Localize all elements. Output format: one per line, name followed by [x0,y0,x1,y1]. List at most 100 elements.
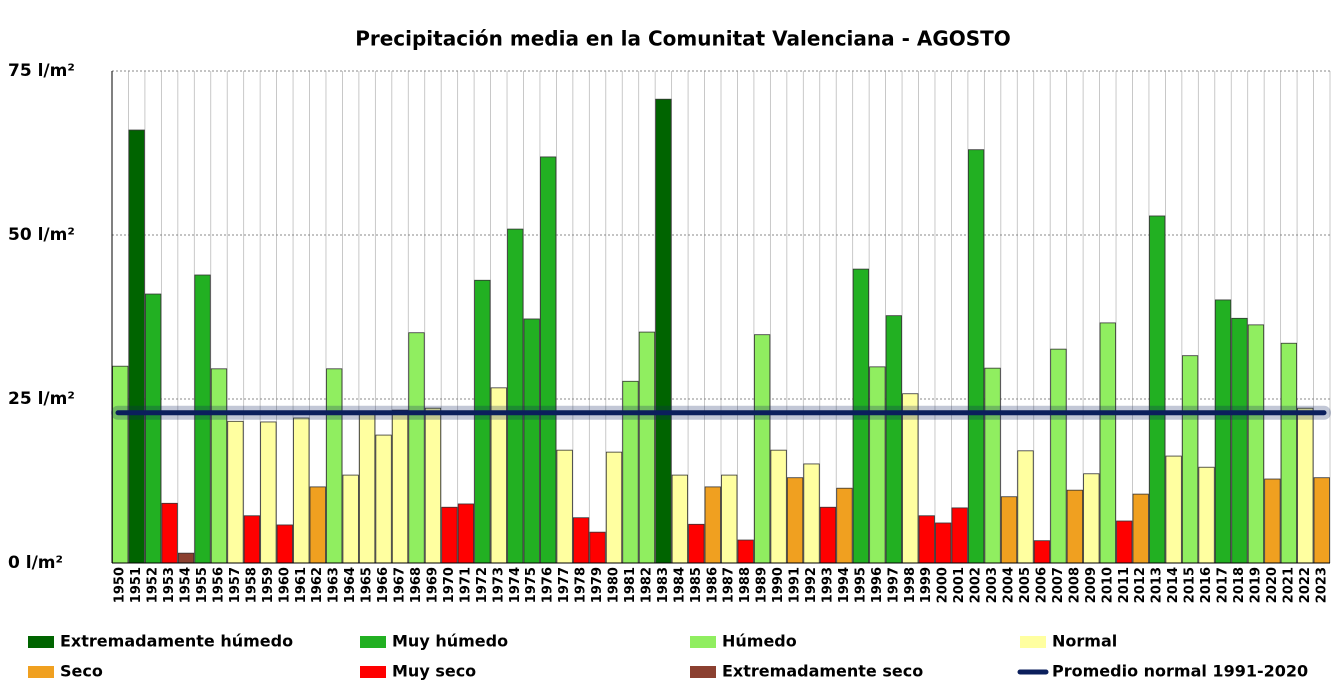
x-tick-label: 1999 [919,567,934,603]
x-tick-label: 1958 [244,567,259,603]
x-tick-label: 1956 [211,567,226,603]
bar [1132,493,1149,564]
x-tick-label: 2001 [952,567,967,603]
chart-title: Precipitación media en la Comunitat Vale… [355,27,1011,51]
x-tick-label: 1978 [574,567,589,603]
x-tick-label: 1963 [327,567,342,603]
bar [1247,324,1265,564]
bar [1231,317,1248,564]
bar [1264,478,1281,564]
x-tick-label: 1973 [491,567,506,603]
x-tick-label: 1988 [738,567,753,603]
x-tick-label: 1998 [903,567,918,603]
x-tick-label: 2010 [1100,567,1115,603]
legend-swatch [690,636,716,648]
legend-label: Promedio normal 1991-2020 [1052,662,1308,681]
x-tick-label: 2006 [1034,567,1049,603]
x-tick-label: 2002 [969,567,984,603]
x-tick-label: 1986 [705,567,720,603]
x-tick-label: 1987 [722,567,737,603]
bar [1066,489,1084,564]
bar [704,486,721,564]
bar [507,228,524,564]
x-tick-label: 1985 [689,567,704,603]
x-tick-label: 2012 [1133,567,1148,603]
bar [424,407,442,564]
bar [145,293,162,564]
bar [1214,299,1232,564]
legend-label: Extremadamente seco [722,662,923,681]
x-tick-label: 1983 [656,567,671,603]
x-tick-label: 1980 [607,567,622,603]
x-tick-label: 2014 [1166,567,1181,603]
bar [342,474,359,564]
bar [1198,466,1215,564]
legend-label: Húmedo [722,632,797,651]
x-tick-label: 2019 [1248,567,1263,603]
bar [605,451,623,564]
bar [1000,496,1018,564]
x-tick-label: 1951 [129,567,144,603]
legend-label: Seco [60,662,103,681]
y-tick-label: 0 l/m² [8,553,63,573]
x-tick-label: 1975 [524,567,539,603]
bar [770,449,787,564]
x-tick-label: 2016 [1199,567,1214,603]
x-tick-label: 2020 [1265,567,1280,603]
x-tick-label: 2021 [1281,567,1296,603]
x-tick-label: 1950 [113,567,128,603]
x-tick-label: 1990 [771,567,786,603]
bar [556,449,573,564]
bar [836,487,853,564]
bar [441,506,458,564]
bar [112,365,129,564]
bar [1017,450,1034,564]
x-tick-label: 2017 [1216,567,1231,603]
x-tick-label: 2013 [1150,567,1165,603]
bar [1165,455,1182,564]
x-tick-label: 1962 [310,567,325,603]
x-tick-label: 1972 [475,567,490,603]
legend-label: Muy seco [392,662,476,681]
x-tick-label: 1977 [557,567,572,603]
x-tick-label: 1955 [195,567,210,603]
x-tick-label: 1964 [343,567,358,603]
bar [276,524,293,564]
bar [457,503,475,564]
x-tick-label: 2015 [1183,567,1198,603]
x-tick-label: 1960 [277,567,292,603]
bar [935,522,952,564]
bar [754,334,771,564]
bar [1083,473,1100,564]
bar [655,98,672,564]
bar [1099,322,1116,564]
legend-swatch [360,636,386,648]
bar [161,502,178,564]
x-tick-label: 1979 [590,567,605,603]
x-tick-label: 1984 [672,567,687,603]
x-tick-label: 1976 [541,567,556,603]
bar [819,506,837,564]
x-tick-label: 2022 [1298,567,1313,603]
x-tick-label: 1954 [179,567,194,603]
x-tick-label: 1994 [837,567,852,603]
x-tick-label: 2000 [936,567,951,603]
x-tick-label: 1996 [870,567,885,603]
legend-swatch [28,666,54,678]
bar [1280,342,1297,564]
bar [803,463,820,564]
bar [177,552,195,564]
x-tick-label: 2004 [1002,567,1017,603]
bar [951,507,968,564]
bar [474,279,491,564]
legend-swatch [360,666,386,678]
bar [1050,348,1067,564]
bar [786,477,804,564]
bar [523,318,540,564]
legend-swatch [28,636,54,648]
x-tick-label: 1965 [360,567,375,603]
bar [671,474,688,564]
bar [309,486,326,564]
bar [408,332,425,564]
